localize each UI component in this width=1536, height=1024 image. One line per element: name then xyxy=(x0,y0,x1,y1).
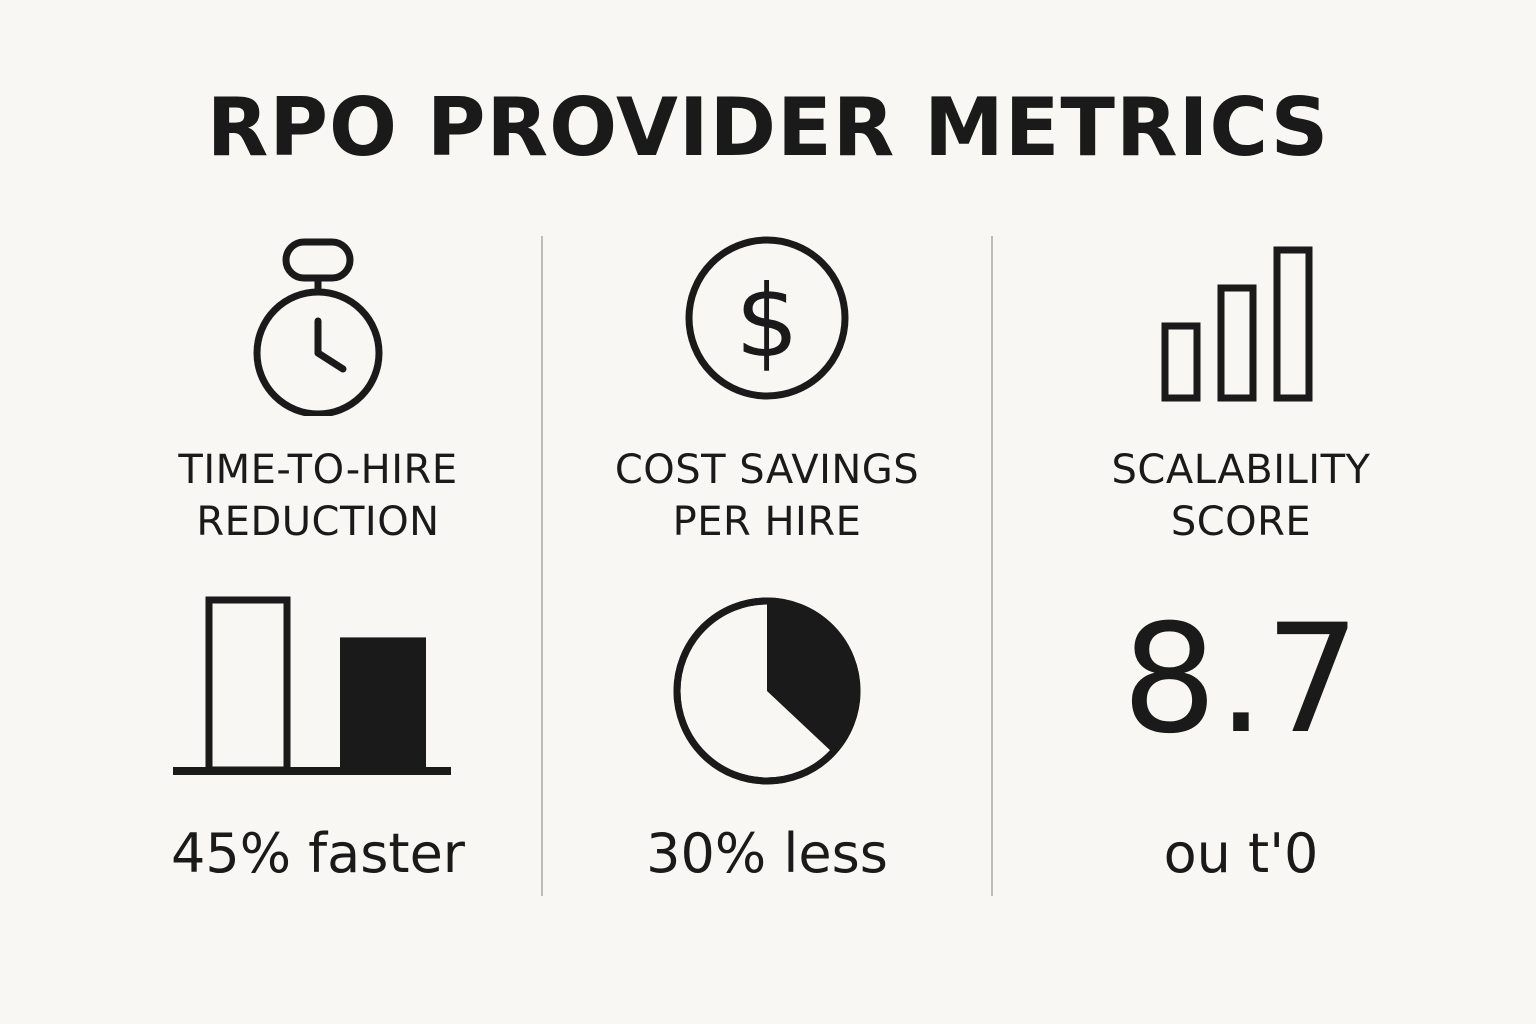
metric-cost-savings: $ COST SAVINGS PER HIRE 30% less xyxy=(543,0,991,1024)
metric-label-line1: TIME-TO-HIRE xyxy=(178,447,458,493)
scalability-score: 8.7 xyxy=(1121,593,1361,767)
svg-text:$: $ xyxy=(735,263,799,380)
bar-after xyxy=(340,637,426,770)
metric-label-line1: SCALABILITY xyxy=(1111,447,1371,493)
pie-slice xyxy=(767,601,858,753)
metric-label: COST SAVINGS PER HIRE xyxy=(543,444,991,548)
stopwatch-icon xyxy=(248,236,388,416)
divider-2 xyxy=(991,236,993,896)
metric-value: 45% faster xyxy=(170,822,466,885)
metric-label-line2: PER HIRE xyxy=(672,499,862,545)
page-title: RPO PROVIDER METRICS xyxy=(206,81,1330,174)
metric-label-line1: COST SAVINGS xyxy=(614,447,920,493)
bar-before xyxy=(205,596,291,774)
metric-time-to-hire: TIME-TO-HIRE REDUCTION 45% faster xyxy=(94,0,542,1024)
bar-comparison-visual xyxy=(173,590,463,780)
metric-label-line2: REDUCTION xyxy=(196,499,440,545)
metric-label-line2: SCORE xyxy=(1170,499,1312,545)
metric-scalability: SCALABILITY SCORE 8.7 ou t'0 xyxy=(993,0,1489,1024)
pie-visual xyxy=(672,596,862,786)
divider-1 xyxy=(541,236,543,896)
metric-label: TIME-TO-HIRE REDUCTION xyxy=(94,444,542,548)
metric-value: 30% less xyxy=(646,822,888,885)
metric-label: SCALABILITY SCORE xyxy=(993,444,1489,548)
metric-value: ou t'0 xyxy=(1163,822,1319,885)
dollar-coin-icon: $ xyxy=(682,236,852,406)
bar-chart-icon xyxy=(1161,244,1321,404)
